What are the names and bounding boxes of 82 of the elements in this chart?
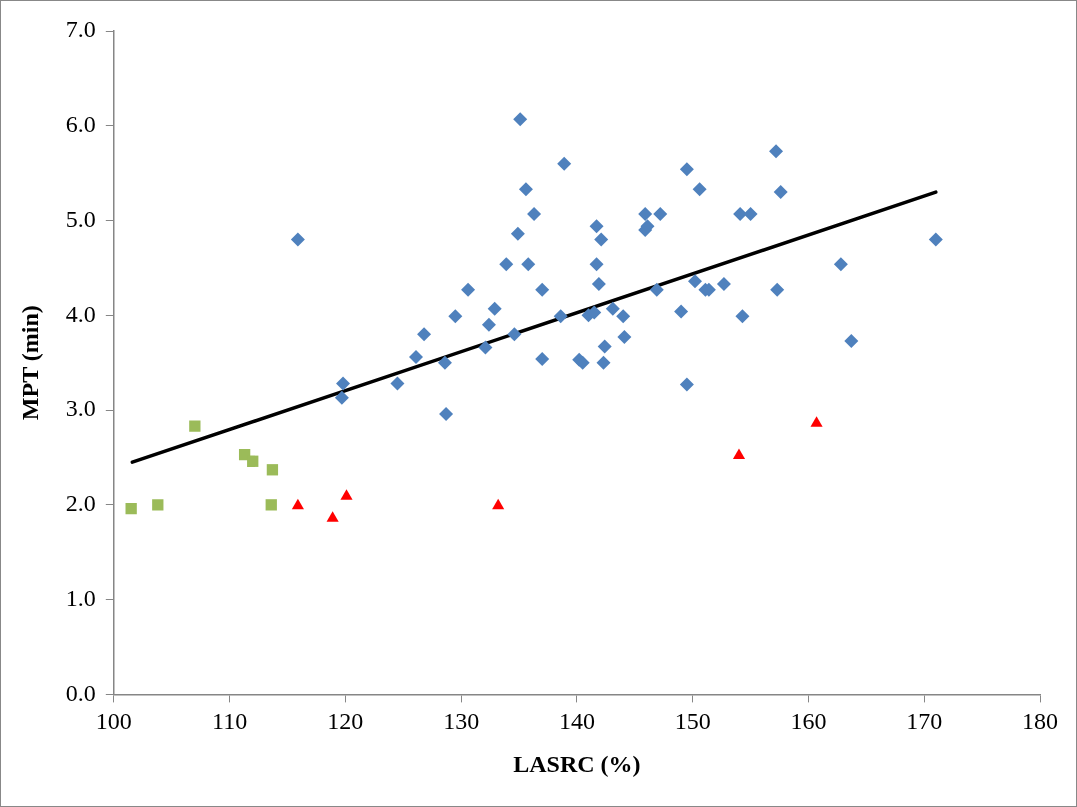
point [478,340,493,355]
point [649,282,664,297]
point [844,333,859,348]
point [334,390,349,405]
point [461,282,476,297]
point [499,257,514,272]
point [437,355,452,370]
point [152,499,164,511]
point [591,277,606,292]
y-tick-label: 7.0 [65,16,96,43]
x-tick-label: 150 [674,708,711,735]
point [773,185,788,200]
point [417,327,432,342]
point [589,219,604,234]
point [638,206,653,221]
point [326,511,339,522]
point [553,309,568,324]
point [692,182,707,197]
point [189,420,201,432]
point [597,339,612,354]
point [535,282,550,297]
x-tick-label: 140 [558,708,595,735]
point [770,282,785,297]
point [481,317,496,332]
point [448,309,463,324]
x-tick-label: 160 [790,708,827,735]
x-tick-label: 110 [212,708,248,735]
y-tick-label: 1.0 [65,584,96,611]
point [290,232,305,247]
point [616,309,631,324]
point [617,330,632,345]
point [336,376,351,391]
point [535,351,550,366]
x-tick-label: 180 [1022,708,1058,735]
x-tick-label: 130 [443,708,480,735]
x-tick-label: 120 [327,708,364,735]
point [928,232,943,247]
y-tick-label: 5.0 [65,205,96,232]
point [594,232,609,247]
point [733,206,748,221]
point [510,226,525,241]
point [507,327,522,342]
y-tick-label: 0.0 [65,679,96,706]
point [679,162,694,177]
point [810,416,823,427]
point [265,499,277,511]
point [513,112,528,127]
point [716,277,731,292]
x-tick-label: 100 [95,708,132,735]
point [439,406,454,421]
point [390,376,405,391]
point [291,498,304,510]
point [589,257,604,272]
point [408,350,423,365]
point [518,182,533,197]
x-axis-title: LASRC (%) [513,750,641,777]
y-tick-label: 3.0 [65,395,96,422]
point [492,498,505,510]
point [521,257,536,272]
point [687,274,702,289]
point [527,206,542,221]
point [605,301,620,316]
y-tick-label: 6.0 [65,111,96,138]
point [596,355,611,370]
point [769,144,784,159]
point [266,464,279,476]
point [833,257,848,272]
y-tick-label: 4.0 [65,300,96,327]
point [653,206,668,221]
point [674,304,689,319]
point [247,455,259,467]
point [743,206,758,221]
point [679,377,694,392]
y-tick-label: 2.0 [65,490,96,517]
point [125,502,137,515]
x-tick-label: 170 [906,708,943,735]
point [487,301,502,316]
point [732,448,746,460]
point [340,489,353,500]
point [735,309,750,324]
point [557,156,572,171]
y-axis-title: MPT (min) [16,305,43,421]
